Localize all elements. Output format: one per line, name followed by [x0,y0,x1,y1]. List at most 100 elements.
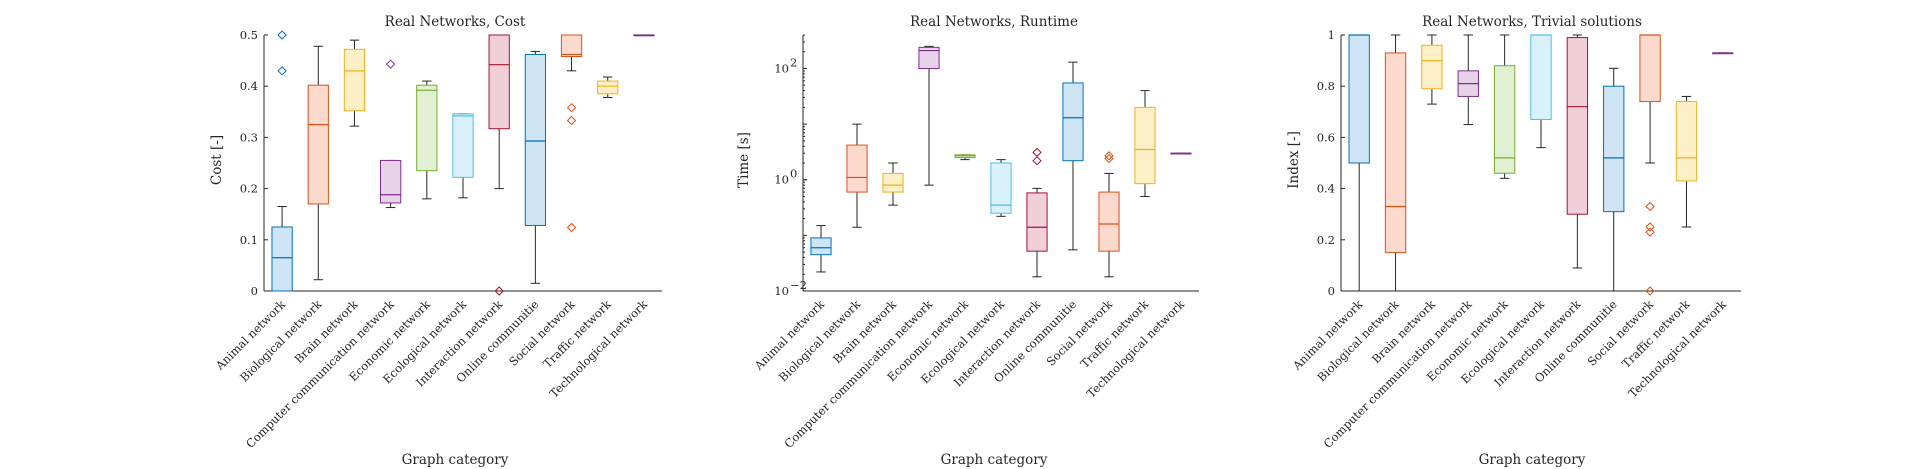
box-1 [846,123,868,228]
box-iqr [524,53,546,226]
box-5 [1530,34,1552,149]
box-3 [918,45,940,186]
outlier-point [1104,151,1114,161]
box-iqr [343,48,366,112]
box-iqr [1603,85,1625,213]
y-tick-exponent: −2 [790,278,807,292]
box-5 [452,113,474,199]
box-10 [1170,152,1192,155]
panel-title: Real Networks, Trivial solutions [1422,14,1642,30]
box-1 [1384,34,1407,292]
box-9 [597,76,619,98]
y-tick-label: 10 [774,173,789,187]
box-iqr [846,144,868,193]
box-7 [1062,61,1084,251]
y-tick-label: 10 [774,61,789,75]
outlier-point [1032,147,1042,158]
box-iqr [882,172,904,193]
y-tick-label: 0.5 [240,28,258,42]
box-iqr [1530,34,1552,120]
x-axis-label: Graph category [941,452,1048,468]
y-tick-label: 0.4 [240,79,258,93]
box-iqr [990,162,1012,214]
box-2 [882,162,904,206]
box-iqr [1098,191,1120,252]
panel-trivial-solutions: Real Networks, Trivial solutions Index [… [1286,14,1741,468]
box-4 [954,154,976,161]
y-axis-label: Time [s] [736,132,752,188]
box-4 [1493,34,1516,179]
box-iqr [597,80,619,95]
y-tick-label: 0.2 [1317,233,1335,247]
box-0 [810,225,832,273]
box-iqr [1493,65,1516,174]
outlier-point [566,115,577,126]
y-tick-label: 0.2 [240,182,258,196]
box-4 [416,80,438,200]
box-10 [633,34,655,37]
box-iqr [1026,192,1048,252]
panel-title: Real Networks, Cost [385,14,526,30]
box-iqr [560,34,583,58]
outlier-point [1645,222,1655,232]
box-iqr [452,113,474,178]
box-iqr [380,159,402,204]
box-9 [1134,90,1156,197]
y-tick-label: 0.6 [1317,130,1335,144]
box-iqr [1384,52,1407,254]
y-tick-label: 1 [1328,28,1335,42]
outlier-point [566,222,577,233]
y-tick-label: 0.1 [240,233,258,247]
outlier-point [1104,153,1114,164]
y-tick-label: 0.8 [1317,79,1335,93]
box-iqr [307,84,329,205]
box-iqr [1675,101,1698,182]
category-label: Brain network [1369,297,1439,367]
box-iqr [1566,37,1589,215]
box-0 [1348,34,1370,292]
box-iqr [416,84,438,172]
box-8 [1098,151,1120,278]
box-7 [524,50,546,284]
outlier-point [494,286,504,296]
y-tick-exponent: 2 [790,55,797,69]
panel-title: Real Networks, Runtime [910,14,1078,30]
category-label: Brain network [830,297,900,367]
box-5 [990,159,1012,217]
box-iqr [918,46,940,69]
y-tick-exponent: 0 [790,167,797,181]
box-iqr [488,34,510,130]
box-iqr [1062,82,1084,162]
box-10 [1712,52,1734,55]
box-1 [307,45,329,281]
outlier-point [1645,227,1655,237]
x-axis-label: Graph category [402,452,509,468]
outlier-point [1645,286,1655,296]
box-iqr [1134,106,1156,185]
box-iqr [1639,34,1661,103]
outlier-point [277,66,287,76]
box-iqr [1421,44,1443,90]
box-iqr [810,237,832,256]
box-iqr [271,226,293,292]
outlier-point [385,59,396,69]
outlier-point [277,30,287,40]
box-6 [1026,147,1048,278]
box-8 [560,34,583,233]
box-6 [1566,34,1589,269]
panel-runtime: Real Networks, Runtime Time [s] Graph ca… [736,14,1199,468]
box-9 [1675,95,1698,228]
y-tick-label: 0.4 [1317,182,1335,196]
box-iqr [1348,34,1370,164]
y-tick-label: 0 [251,284,258,298]
box-2 [1421,34,1443,105]
box-6 [488,34,510,296]
panel-cost: Real Networks, Cost Cost [-] Graph categ… [209,14,662,468]
outlier-point [1032,155,1042,166]
y-tick-label: 10 [774,284,789,298]
box-3 [380,59,402,209]
